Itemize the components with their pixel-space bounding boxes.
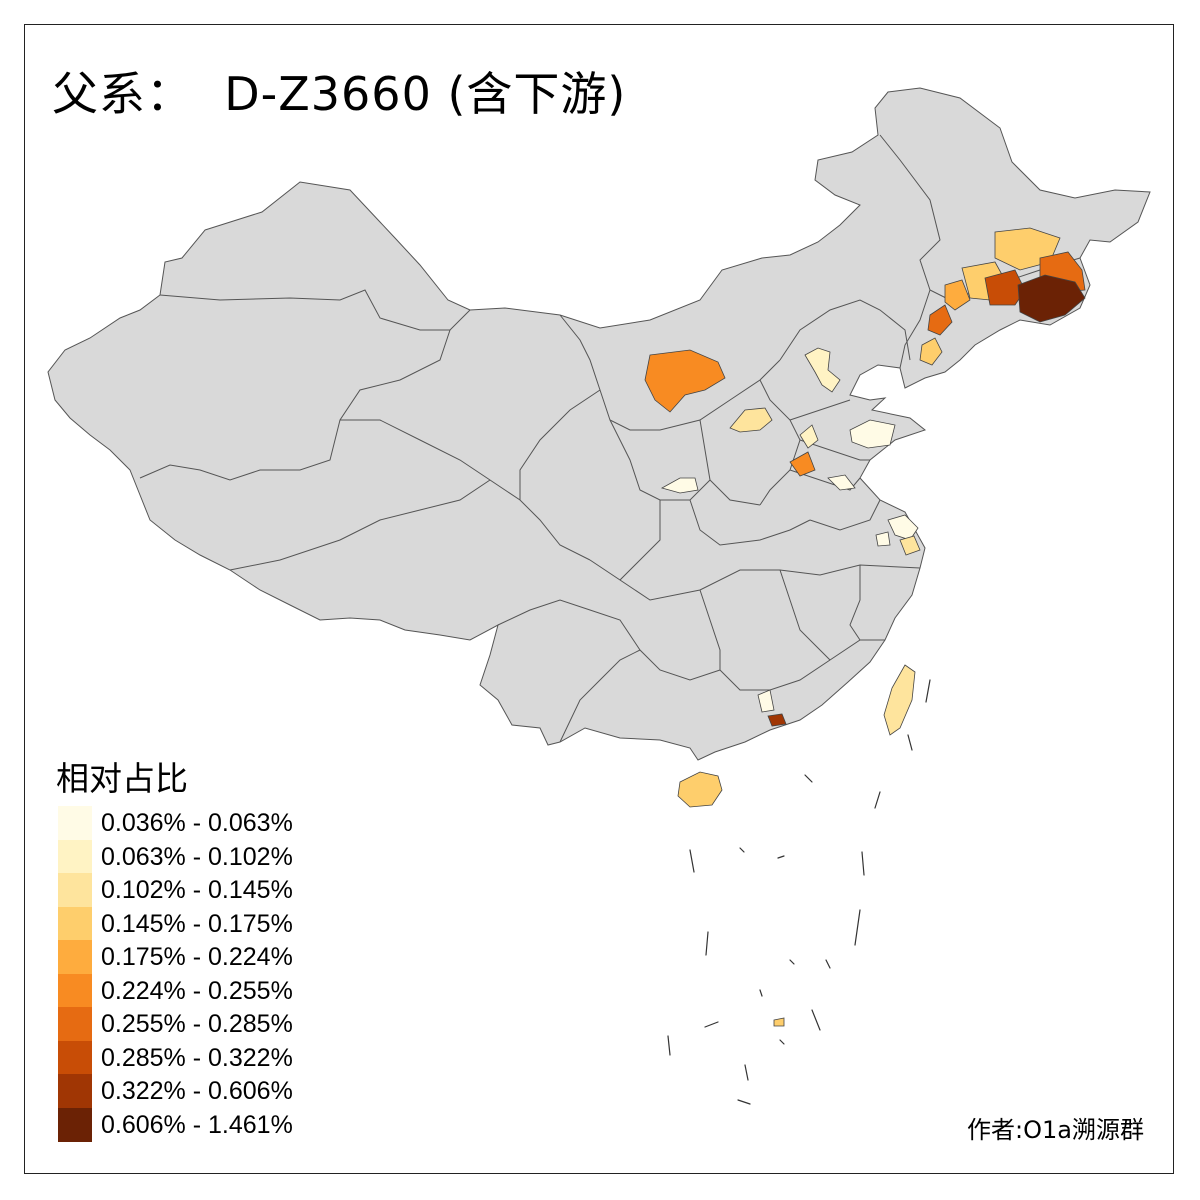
legend-label: 0.322% - 0.606%: [101, 1077, 293, 1105]
map-title: 父系： D-Z3660 (含下游): [52, 67, 627, 121]
region-inner-mongolia-west: [644, 349, 726, 413]
region-shaanxi: [660, 477, 699, 494]
region-liaoning-1: [919, 337, 943, 366]
legend-label: 0.224% - 0.255%: [101, 977, 293, 1005]
south-sea-islands: [667, 679, 931, 1105]
legend-swatch: [58, 806, 92, 840]
region-hainan: [677, 771, 723, 808]
region-anhui: [875, 531, 891, 547]
legend-swatch: [58, 1007, 92, 1041]
legend-label: 0.606% - 1.461%: [101, 1111, 293, 1139]
region-beijing-north: [804, 347, 841, 393]
author-credit: 作者:O1a溯源群: [967, 1116, 1144, 1144]
region-taiwan: [883, 664, 916, 736]
region-hebei: [799, 424, 819, 449]
legend-item: 0.285% - 0.322%: [58, 1041, 358, 1075]
legend-item: 0.175% - 0.224%: [58, 940, 358, 974]
region-jiangsu: [887, 514, 919, 541]
region-shandong-south: [827, 474, 856, 491]
china-mainland: [47, 87, 1151, 761]
region-liaoning-2: [927, 304, 953, 336]
legend-item: 0.606% - 1.461%: [58, 1108, 358, 1142]
legend-item: 0.063% - 0.102%: [58, 840, 358, 874]
legend-swatch: [58, 1108, 92, 1142]
legend-swatch: [58, 840, 92, 874]
legend-label: 0.036% - 0.063%: [101, 809, 293, 837]
highlighted-regions: [644, 227, 1086, 808]
legend-title: 相对占比: [56, 759, 188, 798]
region-hongkong: [767, 713, 787, 727]
region-yanbian: [1017, 274, 1086, 323]
legend-item: 0.224% - 0.255%: [58, 974, 358, 1008]
legend-label: 0.175% - 0.224%: [101, 943, 293, 971]
region-henan-north: [789, 451, 816, 477]
region-shanghai: [899, 535, 921, 556]
legend-label: 0.102% - 0.145%: [101, 876, 293, 904]
region-shanxi-north: [729, 407, 773, 433]
legend-label: 0.285% - 0.322%: [101, 1044, 293, 1072]
legend-swatch: [58, 1041, 92, 1075]
legend-item: 0.102% - 0.145%: [58, 873, 358, 907]
legend-swatch: [58, 873, 92, 907]
legend-label: 0.255% - 0.285%: [101, 1010, 293, 1038]
legend-swatch: [58, 974, 92, 1008]
legend-item: 0.322% - 0.606%: [58, 1074, 358, 1108]
region-shandong: [849, 419, 896, 449]
legend-item: 0.255% - 0.285%: [58, 1007, 358, 1041]
legend-item: 0.145% - 0.175%: [58, 907, 358, 941]
region-jilin-west: [944, 279, 971, 311]
legend-item: 0.036% - 0.063%: [58, 806, 358, 840]
legend-label: 0.063% - 0.102%: [101, 843, 293, 871]
legend-swatch: [58, 907, 92, 941]
legend-swatch: [58, 1074, 92, 1108]
legend-label: 0.145% - 0.175%: [101, 910, 293, 938]
region-guangdong: [757, 689, 775, 713]
legend-swatch: [58, 940, 92, 974]
